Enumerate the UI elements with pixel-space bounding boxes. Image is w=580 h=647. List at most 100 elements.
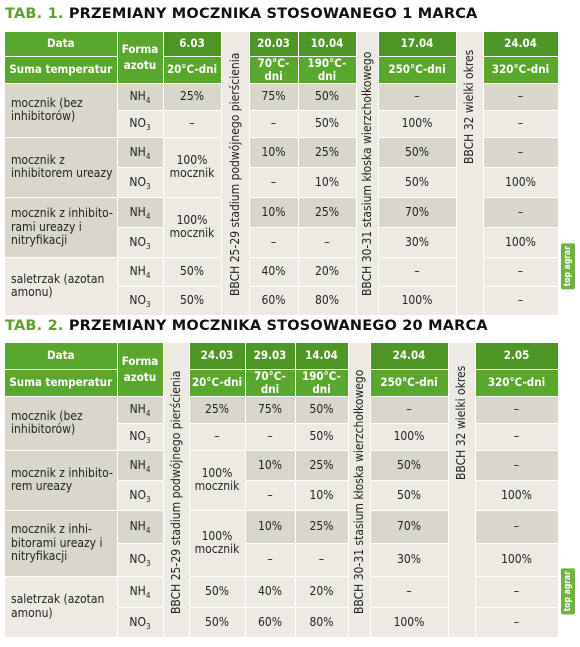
forma-azotu-header: Forma azotu (117, 343, 164, 397)
date-header: 10.04 (298, 32, 357, 57)
data-header: Data (5, 32, 118, 57)
cell-value: 10% (245, 450, 296, 481)
stage1-label: BBCH 25-29 stadium podwójnego pierścieni… (228, 52, 242, 296)
cell-value: 25% (295, 450, 349, 481)
cell-value: – (475, 607, 559, 638)
form-nh4: NH4 (117, 510, 164, 544)
form-no3: NO3 (117, 286, 164, 316)
cell-value: – (483, 83, 559, 111)
cell-value: 100% (475, 480, 559, 511)
cell-value: 100% (483, 167, 559, 198)
cell-value: – (378, 83, 457, 111)
cell-value: – (483, 110, 559, 138)
cell-value: 40% (245, 576, 296, 608)
cell-value: – (475, 423, 559, 451)
cell-value: – (245, 423, 296, 451)
cell-value: – (483, 197, 559, 228)
cell-value: – (483, 257, 559, 287)
stage1-column (221, 32, 250, 316)
stage3-label: BBCH 32 wielki okres (454, 365, 468, 481)
table1-title: TAB. 1. PRZEMIANY MOCZNIKA STOSOWANEGO 1… (5, 6, 477, 22)
cell-value: – (249, 167, 299, 198)
row-label: mocznik z inhi- bitorami ureazy i nitryf… (5, 510, 118, 577)
cell-value: 25% (295, 510, 349, 544)
form-nh4: NH4 (117, 257, 164, 287)
cell-value: 70% (370, 510, 449, 544)
cell-value: 20% (298, 257, 357, 287)
brand-mark: top agrar (561, 568, 575, 615)
temp-header: 250°C-dni (370, 369, 449, 397)
cell-value: 50% (295, 423, 349, 451)
cell-value: – (483, 286, 559, 316)
cell-value: 25% (298, 137, 357, 168)
cell-value: 50% (295, 396, 349, 424)
cell-value: – (483, 137, 559, 168)
cell-value: – (245, 480, 296, 511)
cell-value: – (475, 396, 559, 424)
cell-value: – (475, 450, 559, 481)
cell-value: 40% (249, 257, 299, 287)
cell-value: 50% (370, 480, 449, 511)
cell-value: 80% (295, 607, 349, 638)
cell-value: 75% (249, 83, 299, 111)
cell-value: – (163, 110, 222, 138)
cell-value: 100% (378, 110, 457, 138)
cell-value: – (249, 110, 299, 138)
stage1-label: BBCH 25-29 stadium podwójnego pierścieni… (169, 370, 183, 614)
cell-value: – (370, 396, 449, 424)
cell-value: 50% (189, 576, 246, 608)
cell-value: – (475, 510, 559, 544)
cell-value: 100% (370, 423, 449, 451)
form-no3: NO3 (117, 423, 164, 451)
row-label: saletrzak (azotan amonu) (5, 576, 118, 638)
table1: Data Forma azotu 6.03 20.03 10.04 17.04 … (5, 32, 559, 316)
stage3-column (448, 343, 476, 638)
cell-value: 10% (298, 167, 357, 198)
table2-title-text: PRZEMIANY MOCZNIKA STOSOWANEGO 20 MARCA (68, 318, 488, 334)
cell-value: – (189, 423, 246, 451)
cell-value: 100% mocznik (189, 510, 246, 577)
cell-value: 100% (475, 543, 559, 577)
form-nh4: NH4 (117, 137, 164, 168)
form-nh4: NH4 (117, 197, 164, 228)
form-no3: NO3 (117, 607, 164, 638)
temp-header: 320°C-dni (483, 56, 559, 84)
form-no3: NO3 (117, 167, 164, 198)
table1-title-text: PRZEMIANY MOCZNIKA STOSOWANEGO 1 MARCA (68, 6, 478, 22)
cell-value: 75% (245, 396, 296, 424)
cell-value: 10% (245, 510, 296, 544)
cell-value: – (370, 576, 449, 608)
cell-value: 50% (163, 257, 222, 287)
table2-title: TAB. 2. PRZEMIANY MOCZNIKA STOSOWANEGO 2… (5, 318, 488, 334)
date-header: 20.03 (249, 32, 299, 57)
stage2-label: BBCH 30-31 stasium kłoska wierzchołkoweg… (352, 369, 366, 615)
row-label: mocznik (bez inhibitorów) (5, 396, 118, 451)
cell-value: 50% (189, 607, 246, 638)
date-header: 6.03 (163, 32, 222, 57)
form-no3: NO3 (117, 480, 164, 511)
cell-value: 100% mocznik (163, 137, 222, 198)
cell-value: 30% (370, 543, 449, 577)
cell-value: – (378, 257, 457, 287)
row-label: mocznik z inhibito- rami ureazy i nitryf… (5, 197, 118, 258)
form-no3: NO3 (117, 543, 164, 577)
form-nh4: NH4 (117, 450, 164, 481)
cell-value: 60% (245, 607, 296, 638)
cell-value: 100% (483, 227, 559, 258)
stage2-label: BBCH 30-31 stasium kłoska wierzchołkoweg… (360, 51, 374, 297)
cell-value: 25% (298, 197, 357, 228)
stage2-column (356, 32, 379, 316)
form-nh4: NH4 (117, 576, 164, 608)
brand-mark: top agrar (561, 243, 575, 290)
cell-value: 10% (295, 480, 349, 511)
row-label: saletrzak (azotan amonu) (5, 257, 118, 316)
cell-value: 100% (378, 286, 457, 316)
cell-value: 50% (298, 83, 357, 111)
cell-value: 25% (189, 396, 246, 424)
temp-header: 320°C-dni (475, 369, 559, 397)
cell-value: 100% (370, 607, 449, 638)
cell-value: – (249, 227, 299, 258)
date-header: 2.05 (475, 343, 559, 370)
temp-header: 190°C-dni (298, 56, 357, 84)
stage1-column (163, 343, 190, 638)
